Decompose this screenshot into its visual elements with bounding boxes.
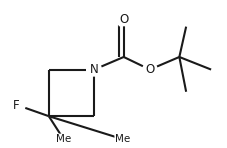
- Text: O: O: [119, 13, 128, 26]
- Text: N: N: [90, 63, 99, 76]
- Text: F: F: [13, 99, 19, 112]
- Text: Me: Me: [115, 134, 130, 144]
- Text: Me: Me: [56, 134, 71, 144]
- Text: O: O: [145, 63, 154, 76]
